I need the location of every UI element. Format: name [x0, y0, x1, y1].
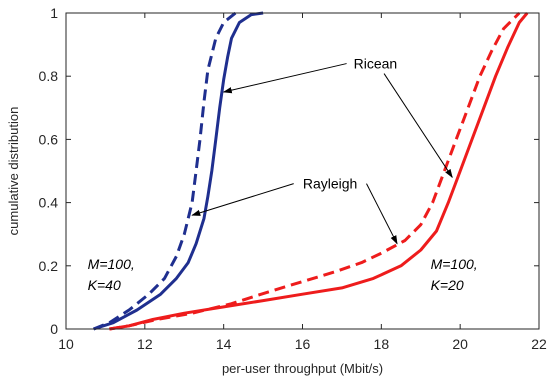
y-tick-label: 0 — [50, 321, 58, 337]
x-axis-label: per-user throughput (Mbit/s) — [222, 361, 383, 376]
x-tick-label: 10 — [58, 336, 74, 352]
annotation-label-2: Rayleigh — [303, 176, 357, 192]
plot-area — [66, 13, 539, 329]
series-line-1 — [93, 11, 264, 331]
annotation-layer: Ricean Rayleigh M=100, K=40 M=100, K=20 — [88, 56, 478, 293]
x-tick-label: 20 — [452, 336, 468, 352]
y-tick-label: 0.4 — [39, 195, 59, 211]
series-line-4 — [109, 11, 521, 331]
annotation-arrow — [383, 73, 453, 179]
annotation-arrow — [366, 183, 398, 245]
y-tick-label: 1 — [50, 5, 58, 21]
y-tick-label: 0.6 — [39, 131, 59, 147]
annotation-label-1: Ricean — [354, 56, 398, 72]
x-tick-label: 18 — [374, 336, 390, 352]
x-tick-label: 12 — [137, 336, 153, 352]
y-tick-label: 0.8 — [39, 68, 59, 84]
parameter-label-1: M=100, K=40 — [88, 256, 135, 293]
parameter-label-2: M=100, K=20 — [431, 256, 478, 293]
series-line-2 — [93, 11, 237, 331]
y-axis-label: cumulative distribution — [6, 107, 21, 236]
series-layer — [93, 11, 529, 331]
ticks-layer: 10 12 14 16 18 20 22 0 0.2 0.4 0.6 0.8 1 — [39, 5, 547, 352]
x-tick-label: 16 — [295, 336, 311, 352]
annotation-arrow — [222, 63, 347, 94]
x-tick-label: 22 — [531, 336, 547, 352]
y-tick-label: 0.2 — [39, 258, 59, 274]
annotation-arrow — [191, 183, 294, 216]
series-line-3 — [109, 12, 529, 331]
x-tick-label: 14 — [216, 336, 232, 352]
